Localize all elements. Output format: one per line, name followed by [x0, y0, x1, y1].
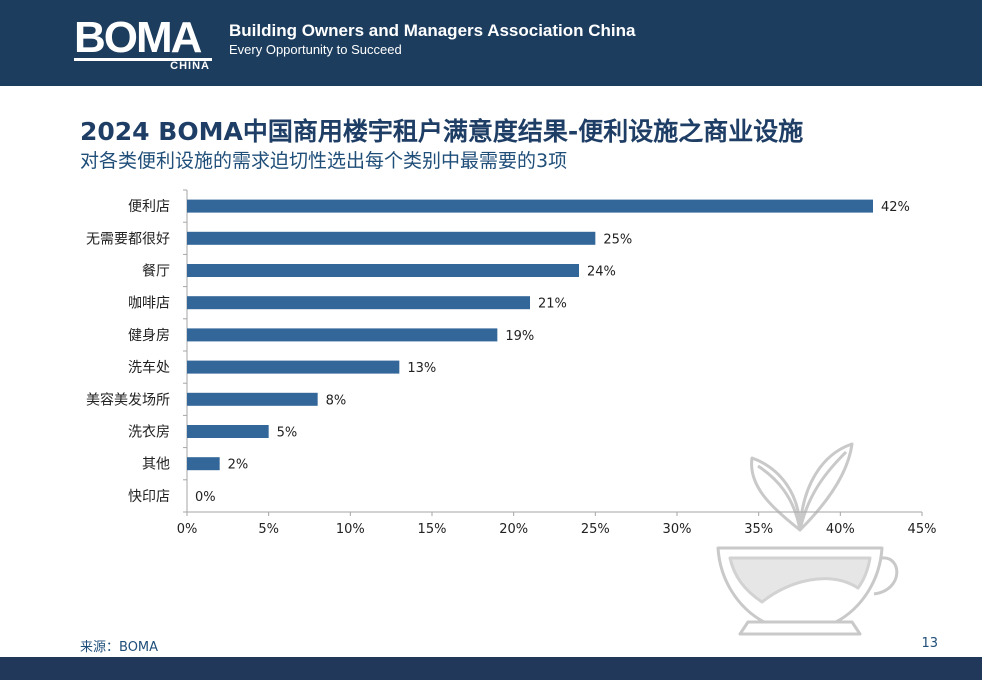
x-tick-label: 10%: [336, 522, 365, 537]
bar: [187, 328, 498, 342]
data-label: 13%: [407, 361, 436, 376]
data-label: 0%: [195, 490, 216, 505]
bar: [187, 425, 269, 438]
x-tick-label: 20%: [499, 522, 528, 537]
category-label: 无需要都很好: [86, 231, 170, 247]
data-label: 8%: [326, 393, 347, 408]
data-label: 2%: [228, 458, 249, 473]
page-number: 13: [921, 636, 938, 651]
x-tick-label: 40%: [826, 522, 855, 537]
category-label: 餐厅: [142, 264, 170, 280]
x-tick-label: 45%: [908, 522, 937, 537]
bar: [187, 264, 579, 277]
x-tick-label: 25%: [581, 522, 610, 537]
teacup-with-leaves-icon: [716, 442, 899, 636]
x-tick-label: 30%: [663, 522, 692, 537]
x-tick-label: 35%: [744, 522, 773, 537]
logo-underline: CHINA: [74, 58, 212, 72]
data-label: 42%: [881, 200, 910, 215]
x-tick-label: 5%: [258, 522, 279, 537]
data-label: 5%: [277, 426, 298, 441]
org-name: Building Owners and Managers Association…: [229, 21, 636, 40]
bar: [187, 457, 220, 471]
bar: [187, 360, 400, 374]
x-tick-label: 15%: [418, 522, 447, 537]
bar: [187, 392, 318, 406]
source-note: 来源：BOMA: [80, 640, 159, 655]
bar-chart: 便利店 42% 无需要都很好 25% 餐厅 24% 咖啡店 21% 健身房 19% 洗车处 13% 美容…: [86, 189, 937, 537]
category-label: 便利店: [128, 199, 170, 215]
category-label: 健身房: [128, 328, 170, 344]
header-banner: BOMA CHINA Building Owners and Managers …: [0, 0, 982, 86]
data-label: 21%: [538, 297, 567, 312]
category-label: 美容美发场所: [86, 391, 170, 408]
data-label: 19%: [505, 329, 534, 344]
category-label: 其他: [142, 457, 170, 473]
data-label: 25%: [603, 232, 632, 247]
slide-title: 2024 BOMA中国商用楼宇租户满意度结果-便利设施之商业设施: [80, 117, 804, 146]
category-label: 洗车处: [128, 359, 170, 376]
bar: [187, 296, 530, 310]
slide-subtitle: 对各类便利设施的需求迫切性选出每个类别中最需要的3项: [80, 150, 568, 172]
footer-bar: [0, 657, 982, 680]
category-label: 咖啡店: [128, 296, 170, 312]
category-label: 洗衣房: [128, 425, 170, 441]
logo-wordmark: BOMA: [74, 13, 202, 62]
data-label: 24%: [587, 265, 616, 280]
logo-subtext: CHINA: [170, 60, 210, 72]
category-label: 快印店: [128, 489, 170, 505]
org-tagline: Every Opportunity to Succeed: [229, 42, 402, 57]
bar: [187, 199, 873, 213]
x-tick-label: 0%: [177, 522, 198, 537]
bar: [187, 231, 596, 245]
boma-logo: BOMA CHINA: [74, 16, 214, 72]
